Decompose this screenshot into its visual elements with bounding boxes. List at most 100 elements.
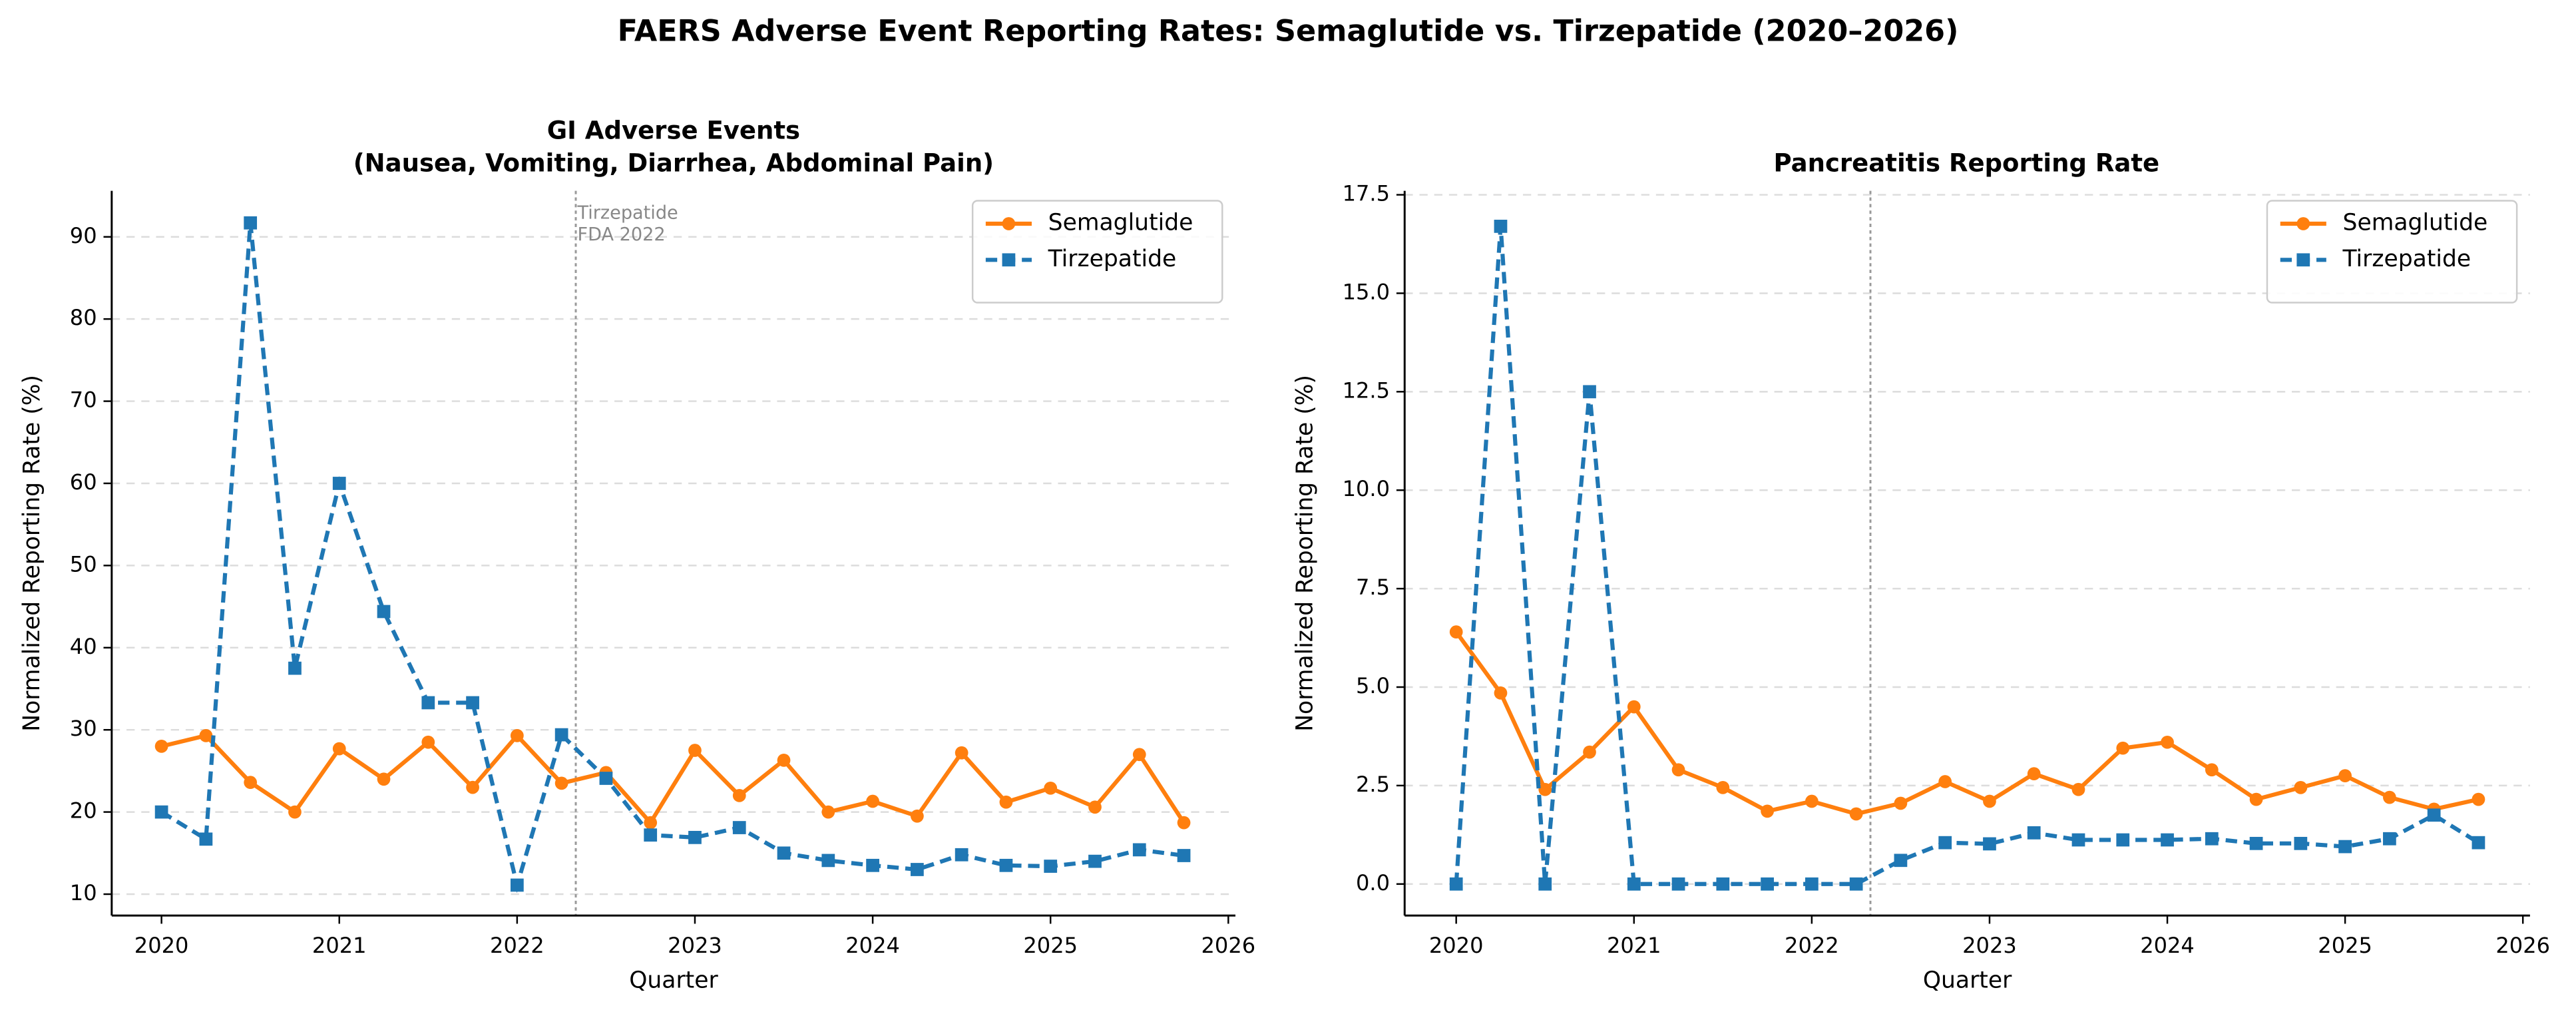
marker — [821, 854, 835, 868]
legend-label: Tirzepatide — [2342, 246, 2471, 272]
marker — [154, 740, 168, 753]
marker — [2116, 741, 2130, 755]
marker — [1132, 748, 1146, 762]
marker — [1627, 700, 1641, 714]
x-axis-label: Quarter — [1923, 967, 2012, 993]
marker — [466, 780, 479, 794]
marker — [2471, 792, 2485, 806]
x-tick-label: 2022 — [1785, 933, 1839, 958]
marker — [421, 735, 435, 749]
marker — [332, 742, 346, 756]
marker — [1716, 877, 1730, 891]
marker — [999, 858, 1013, 872]
y-tick-label: 12.5 — [1343, 378, 1390, 403]
x-tick-label: 2023 — [1962, 933, 2017, 958]
chart-title: Pancreatitis Reporting Rate — [1774, 149, 2160, 178]
marker — [288, 805, 302, 819]
marker — [1044, 781, 1058, 795]
marker — [1583, 385, 1596, 399]
marker — [1849, 807, 1863, 821]
y-tick-label: 20 — [70, 798, 97, 824]
marker — [1132, 843, 1146, 857]
y-tick-label: 30 — [70, 716, 97, 741]
y-tick-label: 7.5 — [1356, 575, 1390, 600]
marker — [2383, 832, 2396, 846]
marker — [1538, 877, 1552, 891]
marker — [154, 805, 168, 819]
y-tick-label: 90 — [70, 223, 97, 248]
marker — [1805, 877, 1819, 891]
marker — [1849, 877, 1863, 891]
marker — [911, 863, 924, 876]
marker — [2071, 782, 2085, 796]
marker — [2294, 836, 2308, 850]
marker — [1449, 877, 1463, 891]
marker — [2161, 833, 2174, 847]
y-tick-label: 5.0 — [1356, 673, 1390, 698]
y-tick-label: 50 — [70, 551, 97, 577]
figure-title: FAERS Adverse Event Reporting Rates: Sem… — [618, 15, 1959, 49]
x-tick-label: 2020 — [1429, 933, 1484, 958]
series-line — [1454, 631, 2479, 816]
series-line — [1454, 226, 2480, 886]
marker — [2249, 792, 2263, 806]
marker — [866, 858, 879, 872]
marker — [1538, 782, 1552, 796]
x-tick-label: 2020 — [134, 933, 189, 958]
y-tick-label: 40 — [70, 634, 97, 659]
marker — [554, 728, 568, 742]
marker — [999, 795, 1013, 809]
marker — [955, 848, 968, 862]
marker — [2116, 833, 2130, 847]
y-tick-label: 17.5 — [1343, 181, 1390, 206]
marker — [688, 744, 702, 757]
marker — [2205, 763, 2219, 777]
marker — [821, 805, 835, 819]
marker — [510, 728, 524, 742]
x-tick-label: 2021 — [1607, 933, 1661, 958]
marker — [2383, 790, 2396, 804]
marker — [1938, 775, 1952, 788]
marker — [199, 832, 213, 846]
marker — [2161, 735, 2174, 749]
marker — [688, 830, 702, 844]
x-tick-label: 2026 — [2495, 933, 2550, 958]
y-axis-label: Normalized Reporting Rate (%) — [1292, 375, 1319, 732]
marker — [332, 477, 346, 490]
y-tick-label: 70 — [70, 387, 97, 413]
marker — [288, 661, 302, 675]
marker — [1761, 804, 1774, 818]
x-tick-label: 2024 — [845, 933, 900, 958]
marker — [732, 821, 746, 834]
x-tick-label: 2026 — [1201, 933, 1256, 958]
legend-label: Semaglutide — [2343, 210, 2488, 236]
marker — [510, 878, 524, 892]
marker — [777, 753, 791, 767]
marker — [1894, 854, 1908, 868]
x-tick-label: 2025 — [2318, 933, 2372, 958]
legend-box — [2266, 200, 2518, 304]
marker — [1671, 877, 1685, 891]
legend-marker — [1002, 253, 1016, 267]
marker — [1177, 816, 1191, 830]
marker — [955, 746, 968, 760]
marker — [1088, 800, 1102, 814]
marker — [2027, 767, 2041, 781]
legend-box — [971, 200, 1223, 304]
marker — [911, 809, 924, 823]
y-tick-label: 60 — [70, 469, 97, 495]
legend-marker — [2296, 253, 2310, 267]
marker — [2071, 833, 2085, 847]
x-tick-label: 2024 — [2140, 933, 2195, 958]
marker — [1044, 860, 1058, 873]
x-tick-label: 2023 — [668, 933, 722, 958]
series-line — [160, 732, 1186, 826]
marker — [2249, 836, 2263, 850]
annotation: Tirzepatide — [576, 203, 678, 224]
marker — [244, 216, 258, 230]
marker — [1805, 794, 1819, 808]
marker — [644, 828, 658, 842]
marker — [2427, 808, 2441, 822]
